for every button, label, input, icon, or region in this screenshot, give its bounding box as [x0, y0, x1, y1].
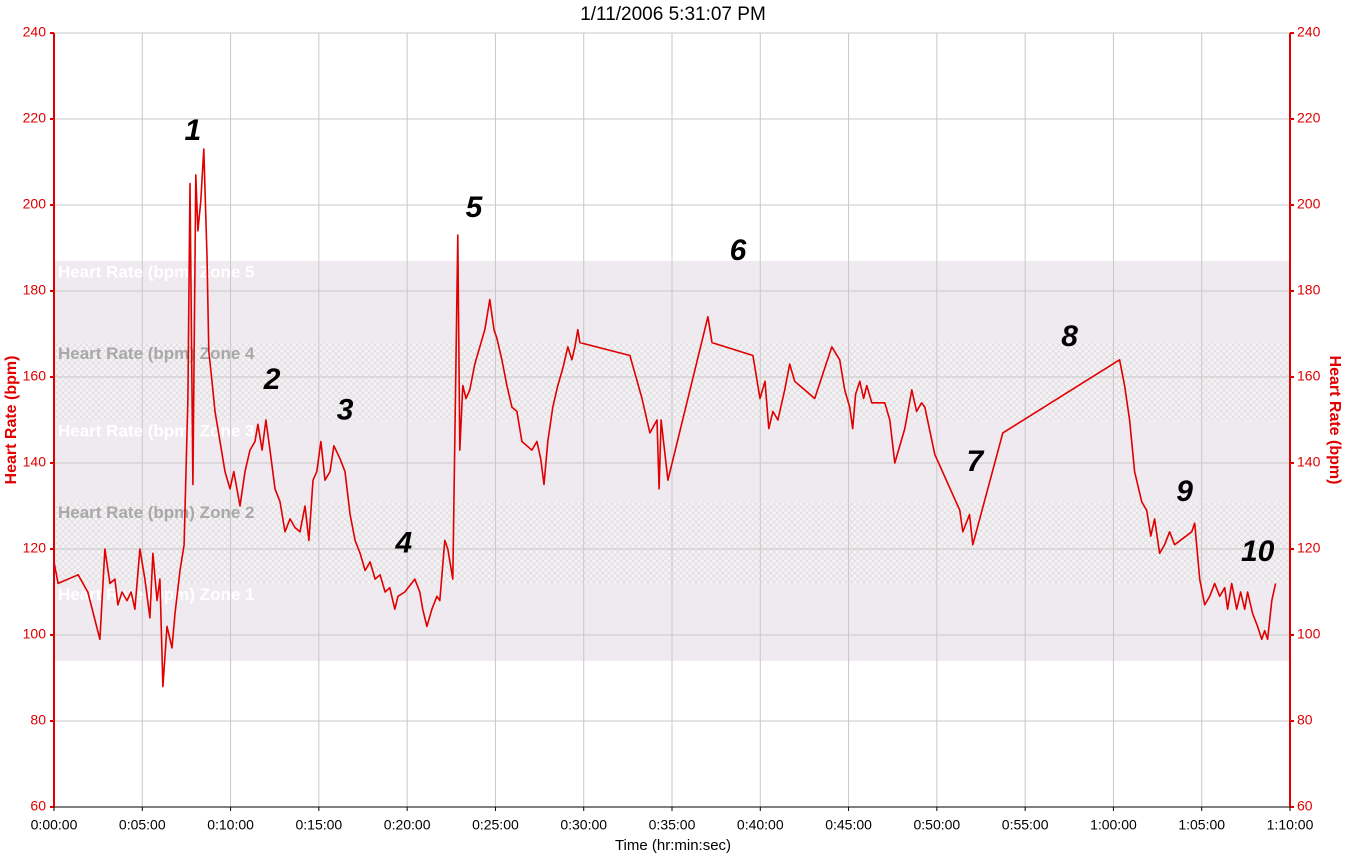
heart-rate-line — [53, 148, 1277, 688]
annotation: 7 — [966, 445, 984, 478]
annotation: 8 — [1061, 320, 1078, 353]
x-tick-label: 0:15:00 — [295, 817, 342, 833]
y-tick-label: 80 — [30, 712, 46, 728]
x-tick-label: 1:05:00 — [1178, 817, 1225, 833]
y2-tick-label: 140 — [1297, 454, 1321, 470]
annotation: 2 — [263, 363, 281, 396]
x-tick-label: 0:10:00 — [207, 817, 254, 833]
x-tick-label: 0:25:00 — [472, 817, 519, 833]
y2-tick-label: 120 — [1297, 540, 1321, 556]
x-tick-label: 0:45:00 — [825, 817, 872, 833]
y2-tick-label: 100 — [1297, 626, 1321, 642]
annotation: 5 — [466, 191, 484, 224]
x-tick-label: 0:00:00 — [31, 817, 78, 833]
y2-tick-label: 180 — [1297, 282, 1321, 298]
x-tick-label: 0:30:00 — [560, 817, 607, 833]
y-tick-label: 140 — [23, 454, 47, 470]
y2-tick-label: 60 — [1297, 798, 1313, 814]
annotation: 10 — [1241, 535, 1275, 568]
y-tick-label: 120 — [23, 540, 47, 556]
x-tick-label: 1:10:00 — [1267, 817, 1314, 833]
annotation: 3 — [337, 393, 354, 426]
x-tick-label: 0:50:00 — [913, 817, 960, 833]
x-axis-label: Time (hr:min:sec) — [615, 837, 731, 854]
annotation: 9 — [1176, 475, 1193, 508]
y-tick-label: 240 — [23, 24, 47, 40]
zone-label: Heart Rate (bpm) Zone 4 — [58, 344, 255, 363]
y2-tick-label: 160 — [1297, 368, 1321, 384]
y-tick-label: 160 — [23, 368, 47, 384]
y-axis-label: Heart Rate (bpm) — [3, 356, 20, 485]
zone-label: Heart Rate (bpm) Zone 5 — [58, 262, 254, 281]
y2-tick-label: 240 — [1297, 24, 1321, 40]
annotation: 1 — [185, 114, 202, 147]
y2-axis-label: Heart Rate (bpm) — [1326, 356, 1343, 485]
x-tick-label: 0:05:00 — [119, 817, 166, 833]
x-tick-label: 0:55:00 — [1002, 817, 1049, 833]
y2-tick-label: 220 — [1297, 110, 1321, 126]
x-tick-label: 0:40:00 — [737, 817, 784, 833]
y2-tick-label: 80 — [1297, 712, 1313, 728]
y-tick-label: 200 — [23, 196, 47, 212]
x-tick-label: 0:20:00 — [384, 817, 431, 833]
zone-label: Heart Rate (bpm) Zone 3 — [58, 421, 254, 440]
x-tick-label: 0:35:00 — [649, 817, 696, 833]
y-tick-label: 60 — [30, 798, 46, 814]
x-tick-label: 1:00:00 — [1090, 817, 1137, 833]
y-tick-label: 100 — [23, 626, 47, 642]
y-tick-label: 220 — [23, 110, 47, 126]
chart-title: 1/11/2006 5:31:07 PM — [580, 4, 766, 25]
annotation: 6 — [730, 234, 747, 267]
zone-label: Heart Rate (bpm) Zone 2 — [58, 503, 254, 522]
y2-tick-label: 200 — [1297, 196, 1321, 212]
y-tick-label: 180 — [23, 282, 47, 298]
annotation: 4 — [395, 527, 413, 560]
